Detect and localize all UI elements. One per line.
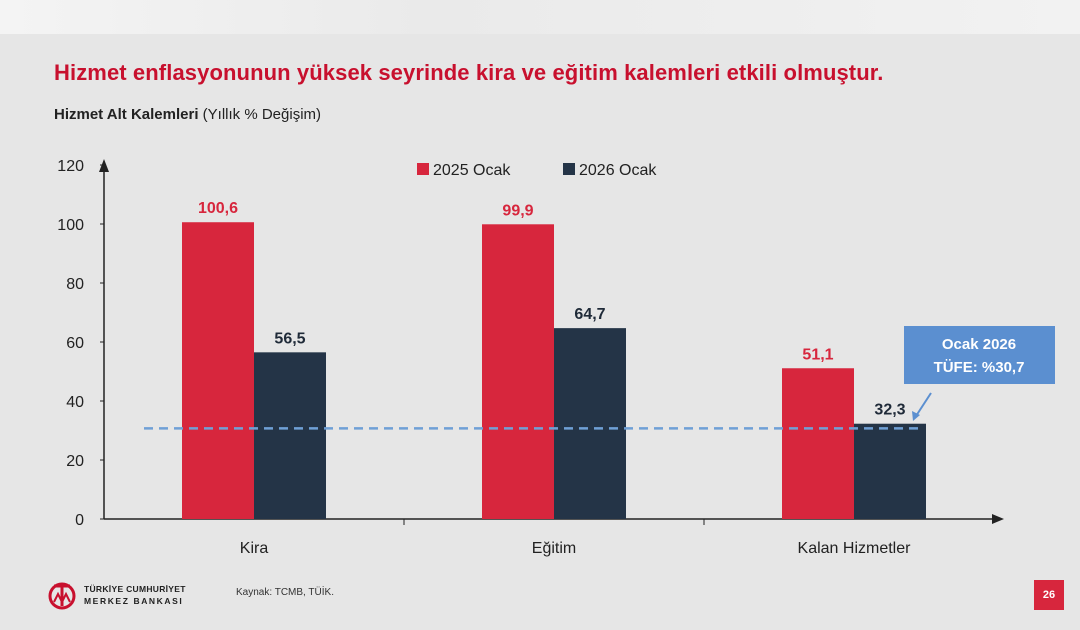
bar bbox=[254, 352, 326, 519]
y-tick-label: 80 bbox=[66, 276, 84, 293]
bank-logo: TÜRKİYE CUMHURİYET MERKEZ BANKASI bbox=[48, 580, 208, 614]
bar bbox=[854, 423, 926, 519]
callout-arrow-line bbox=[915, 392, 932, 417]
bar bbox=[482, 224, 554, 520]
callout-arrow-icon bbox=[912, 411, 920, 421]
y-tick-label: 0 bbox=[75, 512, 84, 529]
tcmb-logo-icon bbox=[48, 582, 76, 610]
bar-value-label: 51,1 bbox=[802, 346, 833, 363]
legend-label: 2026 Ocak bbox=[579, 162, 657, 179]
bar bbox=[182, 222, 254, 520]
bar-value-label: 100,6 bbox=[198, 200, 238, 217]
page-number: 26 bbox=[1034, 580, 1064, 610]
slide-title: Hizmet enflasyonunun yüksek seyrinde kir… bbox=[54, 60, 884, 85]
bar-value-label: 32,3 bbox=[874, 402, 905, 419]
y-tick-label: 40 bbox=[66, 394, 84, 411]
subtitle-unit: (Yıllık % Değişim) bbox=[198, 106, 322, 123]
cpi-callout-box bbox=[904, 326, 1055, 384]
top-band bbox=[0, 0, 1080, 34]
legend-swatch bbox=[563, 163, 575, 175]
x-category-label: Kalan Hizmetler bbox=[798, 540, 912, 557]
subtitle-bold: Hizmet Alt Kalemleri bbox=[54, 106, 199, 123]
legend-swatch bbox=[417, 163, 429, 175]
bar-value-label: 99,9 bbox=[502, 202, 533, 219]
bank-name-line1: TÜRKİYE CUMHURİYET bbox=[84, 584, 186, 594]
y-tick-label: 100 bbox=[57, 217, 84, 234]
y-tick-label: 60 bbox=[66, 335, 84, 352]
bar bbox=[782, 368, 854, 519]
chart-subtitle: Hizmet Alt Kalemleri (Yıllık % Değişim) bbox=[54, 106, 321, 123]
legend-label: 2025 Ocak bbox=[433, 162, 511, 179]
bar-value-label: 56,5 bbox=[274, 330, 305, 347]
bar-value-label: 64,7 bbox=[574, 306, 605, 323]
x-axis-arrow-icon bbox=[992, 514, 1004, 524]
y-tick-label: 120 bbox=[57, 158, 84, 175]
y-tick-label: 20 bbox=[66, 453, 84, 470]
cpi-callout-line2: TÜFE: %30,7 bbox=[934, 359, 1025, 376]
x-category-label: Eğitim bbox=[532, 540, 576, 557]
source-note: Kaynak: TCMB, TÜİK. bbox=[236, 587, 334, 598]
bank-name-line2: MERKEZ BANKASI bbox=[84, 596, 184, 606]
bar bbox=[554, 328, 626, 519]
x-category-label: Kira bbox=[240, 540, 269, 557]
cpi-callout-line1: Ocak 2026 bbox=[942, 336, 1016, 353]
